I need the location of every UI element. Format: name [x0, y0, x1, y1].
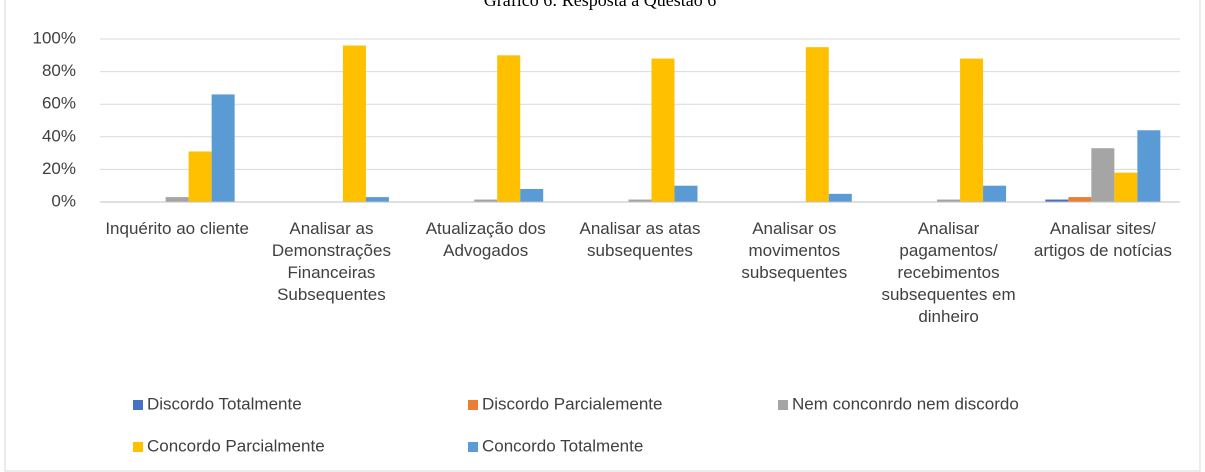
bar	[1091, 148, 1115, 202]
bar	[165, 197, 189, 202]
y-tick-label: 20%	[42, 159, 76, 178]
x-tick-label: Inquérito ao cliente	[105, 219, 249, 238]
bar	[1137, 130, 1161, 202]
legend-label: Nem conconrdo nem discordo	[792, 394, 1019, 413]
legend-label: Discordo Totalmente	[147, 394, 302, 413]
x-tick-label: Analisar os movimentos subsequentes	[741, 219, 848, 282]
y-tick-label: 100%	[33, 28, 76, 47]
bar	[828, 193, 852, 202]
y-tick-label: 0%	[51, 191, 76, 210]
bar	[188, 151, 212, 202]
bar	[342, 45, 366, 202]
bar	[674, 185, 698, 202]
x-tick-label: Atualização dos Advogados	[425, 219, 546, 260]
y-tick-label: 60%	[42, 94, 76, 113]
chart-title: Gráfico 6: Resposta à Questão 6	[484, 0, 716, 10]
bar	[474, 199, 498, 202]
y-tick-label: 40%	[42, 126, 76, 145]
bar	[628, 199, 652, 202]
bar	[651, 58, 675, 203]
bar	[1045, 199, 1069, 202]
bar	[983, 185, 1007, 202]
legend-swatch	[133, 400, 143, 410]
bar	[365, 197, 389, 202]
x-tick-label: Analisar as atas subsequentes	[579, 219, 701, 260]
bar	[937, 199, 961, 202]
legend-label: Concordo Totalmente	[482, 436, 643, 455]
chart-border	[4, 0, 1201, 472]
legend-swatch	[468, 442, 478, 452]
bar	[497, 55, 521, 202]
bar	[211, 94, 235, 202]
x-tick-label: Analisar sites/ artigos de notícias	[1033, 219, 1172, 260]
legend-swatch	[133, 442, 143, 452]
legend-label: Concordo Parcialmente	[147, 436, 325, 455]
legend-swatch	[468, 400, 478, 410]
bar	[1114, 172, 1138, 202]
x-tick-label: Analisar as Demonstrações Financeiras Su…	[271, 219, 391, 304]
legend-swatch	[778, 400, 788, 410]
y-tick-label: 80%	[42, 61, 76, 80]
bar	[520, 188, 544, 202]
bar	[1068, 197, 1092, 202]
bar	[960, 58, 984, 203]
legend-label: Discordo Parcialemente	[482, 394, 662, 413]
bar	[805, 47, 829, 203]
x-tick-label: Analisar pagamentos/ recebimentos subseq…	[881, 219, 1016, 326]
